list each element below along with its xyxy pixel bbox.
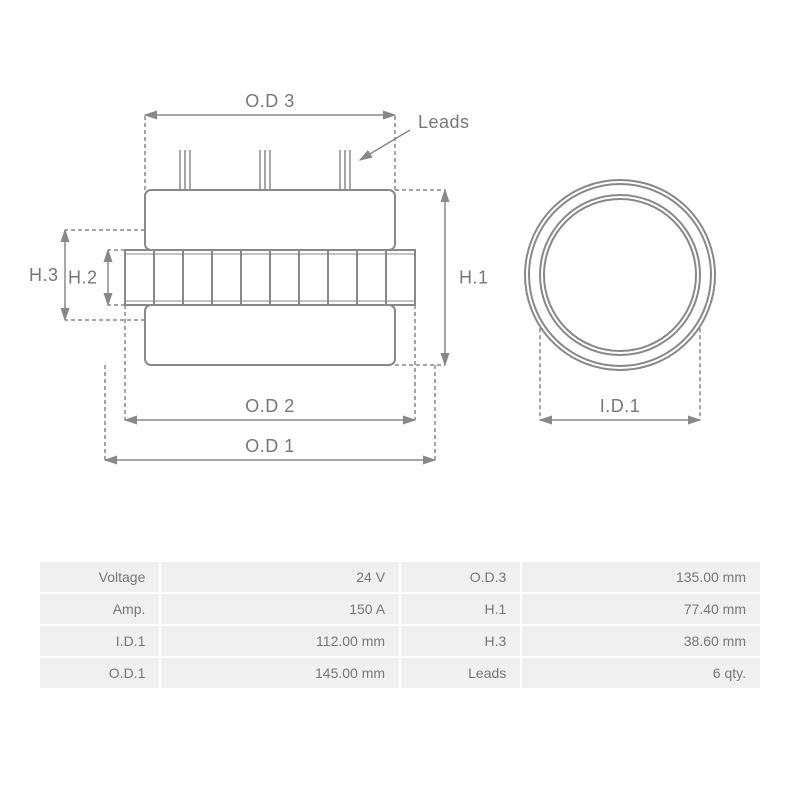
table-row: I.D.1112.00 mmH.338.60 mm — [40, 626, 760, 656]
dim-label: I.D.1 — [600, 396, 641, 416]
spec-label: H.3 — [401, 626, 520, 656]
dim-label: H.1 — [459, 268, 489, 288]
table-row: Amp.150 AH.177.40 mm — [40, 594, 760, 624]
spec-value: 112.00 mm — [161, 626, 399, 656]
technical-drawing: O.D 3 O.D 2 O.D 1 H.1 H.2 H.3 I.D.1 Leads — [0, 0, 800, 540]
spec-label: H.1 — [401, 594, 520, 624]
spec-value: 77.40 mm — [522, 594, 760, 624]
spec-label: I.D.1 — [40, 626, 159, 656]
dim-label: H.2 — [68, 268, 98, 288]
dim-label: O.D 3 — [245, 91, 295, 111]
spec-label: O.D.3 — [401, 562, 520, 592]
spec-value: 24 V — [161, 562, 399, 592]
spec-label: Leads — [401, 658, 520, 688]
spec-label: O.D.1 — [40, 658, 159, 688]
spec-table: Voltage24 VO.D.3135.00 mmAmp.150 AH.177.… — [38, 560, 762, 690]
dim-label: O.D 2 — [245, 396, 295, 416]
spec-value: 38.60 mm — [522, 626, 760, 656]
dim-label: Leads — [418, 112, 470, 132]
dim-label: O.D 1 — [245, 436, 295, 456]
spec-label: Voltage — [40, 562, 159, 592]
spec-value: 145.00 mm — [161, 658, 399, 688]
table-row: O.D.1145.00 mmLeads6 qty. — [40, 658, 760, 688]
spec-label: Amp. — [40, 594, 159, 624]
spec-value: 6 qty. — [522, 658, 760, 688]
spec-value: 150 A — [161, 594, 399, 624]
spec-value: 135.00 mm — [522, 562, 760, 592]
dim-label: H.3 — [29, 265, 59, 285]
table-row: Voltage24 VO.D.3135.00 mm — [40, 562, 760, 592]
